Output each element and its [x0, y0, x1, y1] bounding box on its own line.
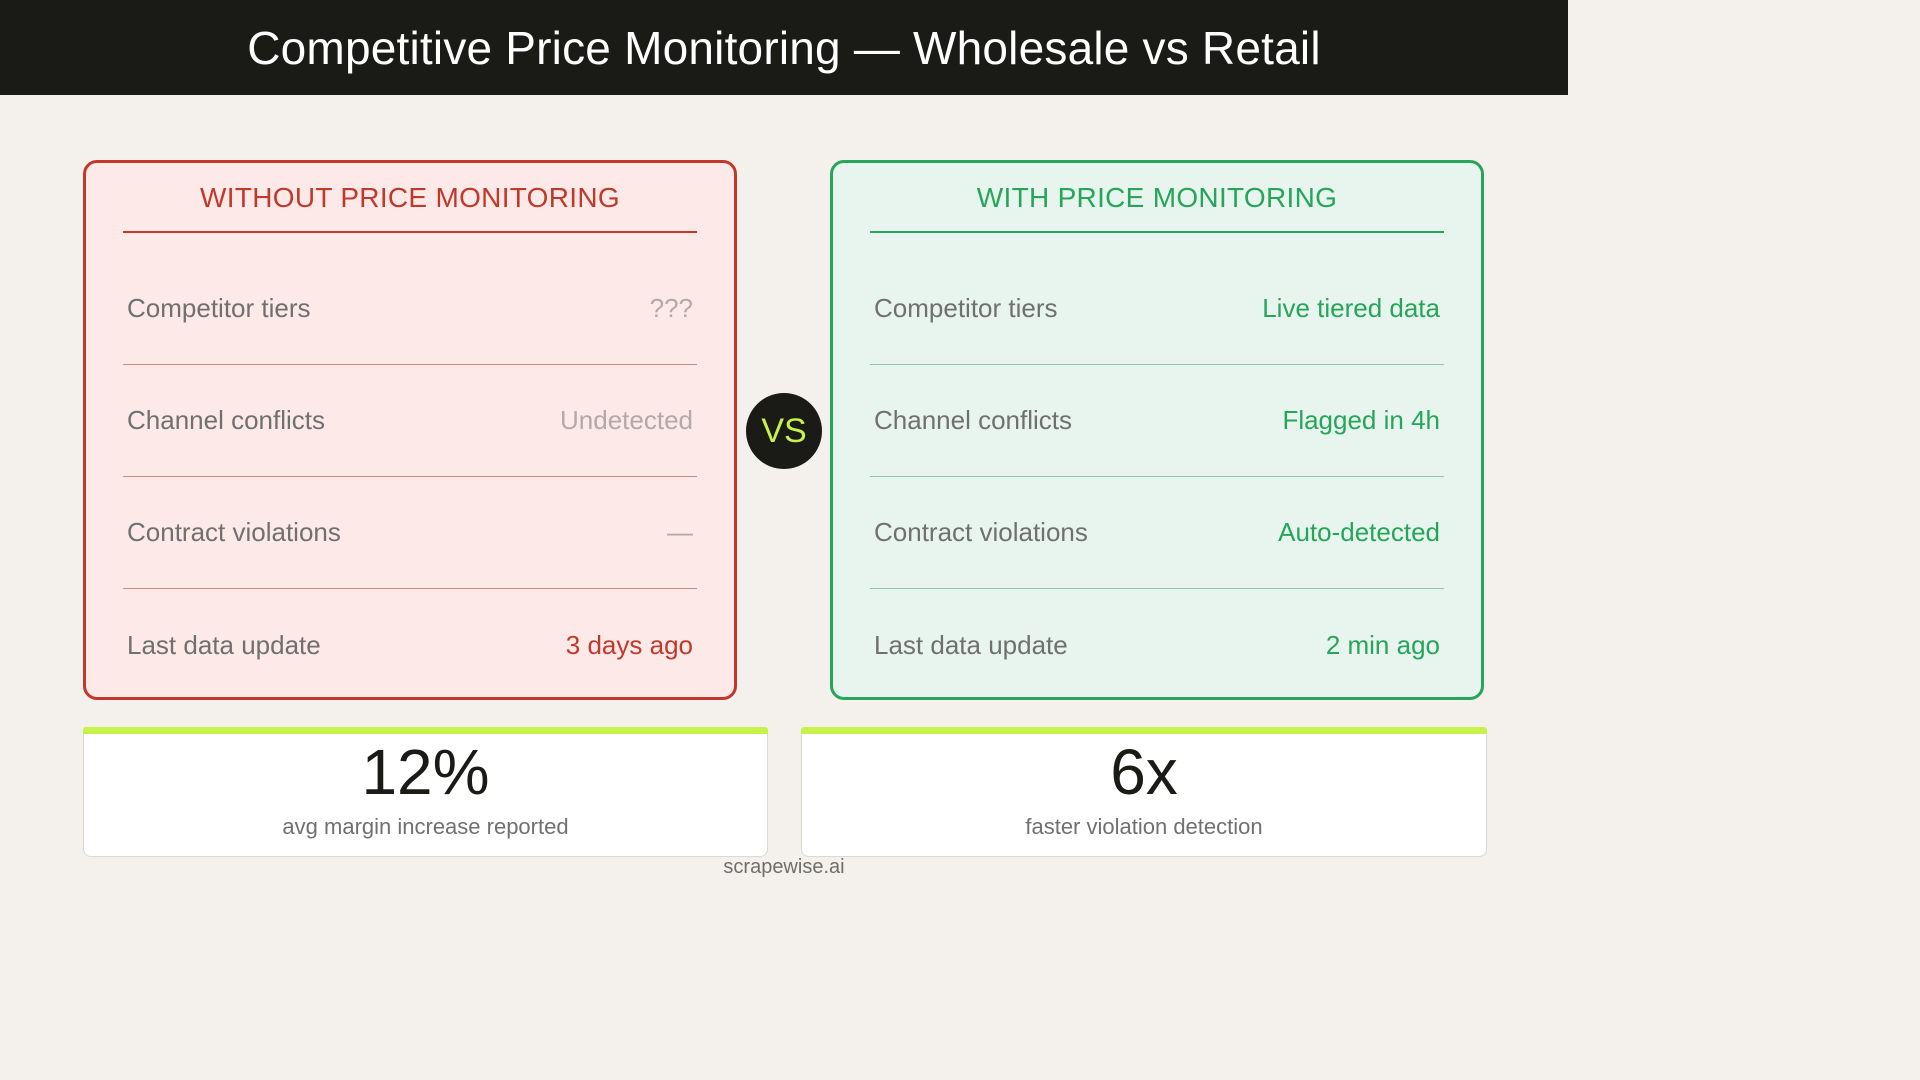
- comparison-row: Last data update 3 days ago: [123, 589, 697, 701]
- row-label: Channel conflicts: [127, 405, 325, 435]
- row-value: 2 min ago: [1325, 629, 1440, 660]
- comparison-row: Contract violations Auto-detected: [870, 477, 1444, 589]
- footer-brand: scrapewise.ai: [723, 856, 845, 878]
- row-label: Contract violations: [127, 517, 341, 547]
- comparison-row: Last data update 2 min ago: [870, 589, 1444, 701]
- row-value: Undetected: [560, 405, 693, 435]
- page-title: Competitive Price Monitoring — Wholesale…: [247, 21, 1321, 74]
- stat-caption: avg margin increase reported: [282, 814, 569, 839]
- stat-accent-bar: [83, 727, 768, 734]
- comparison-row: Competitor tiers Live tiered data: [870, 253, 1444, 365]
- without-monitoring-panel: WITHOUT PRICE MONITORING Competitor tier…: [83, 160, 737, 700]
- without-panel-title: WITHOUT PRICE MONITORING: [123, 181, 697, 233]
- stat-value: 6x: [1110, 736, 1178, 808]
- vs-badge: VS: [746, 393, 822, 469]
- row-label: Contract violations: [874, 517, 1088, 547]
- with-monitoring-panel: WITH PRICE MONITORING Competitor tiers L…: [830, 160, 1484, 700]
- stat-value: 12%: [361, 736, 490, 808]
- comparison-row: Contract violations —: [123, 477, 697, 589]
- stat-accent-bar: [801, 727, 1487, 734]
- without-panel-rows: Competitor tiers ??? Channel conflicts U…: [123, 253, 697, 701]
- comparison-row: Channel conflicts Flagged in 4h: [870, 365, 1444, 477]
- row-label: Last data update: [127, 629, 321, 660]
- page-header: Competitive Price Monitoring — Wholesale…: [0, 0, 1568, 95]
- row-value: ???: [649, 293, 693, 323]
- comparison-row: Channel conflicts Undetected: [123, 365, 697, 477]
- row-value: 3 days ago: [565, 629, 693, 660]
- row-value: —: [667, 517, 693, 547]
- row-label: Competitor tiers: [874, 293, 1058, 323]
- row-label: Channel conflicts: [874, 405, 1072, 435]
- stat-card-margin: 12% avg margin increase reported: [83, 727, 768, 857]
- with-panel-title: WITH PRICE MONITORING: [870, 181, 1444, 233]
- row-value: Auto-detected: [1278, 517, 1440, 547]
- stat-card-detection: 6x faster violation detection: [801, 727, 1487, 857]
- row-label: Competitor tiers: [127, 293, 311, 323]
- row-label: Last data update: [874, 629, 1068, 660]
- row-value: Flagged in 4h: [1282, 405, 1440, 435]
- stat-caption: faster violation detection: [1025, 814, 1263, 839]
- comparison-row: Competitor tiers ???: [123, 253, 697, 365]
- with-panel-rows: Competitor tiers Live tiered data Channe…: [870, 253, 1444, 701]
- row-value: Live tiered data: [1262, 293, 1440, 323]
